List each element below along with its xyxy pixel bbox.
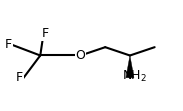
Polygon shape: [126, 56, 134, 78]
Text: NH$_2$: NH$_2$: [122, 68, 147, 84]
Text: F: F: [41, 27, 48, 40]
Text: F: F: [16, 71, 23, 84]
Text: O: O: [76, 49, 85, 62]
Text: F: F: [5, 38, 12, 51]
